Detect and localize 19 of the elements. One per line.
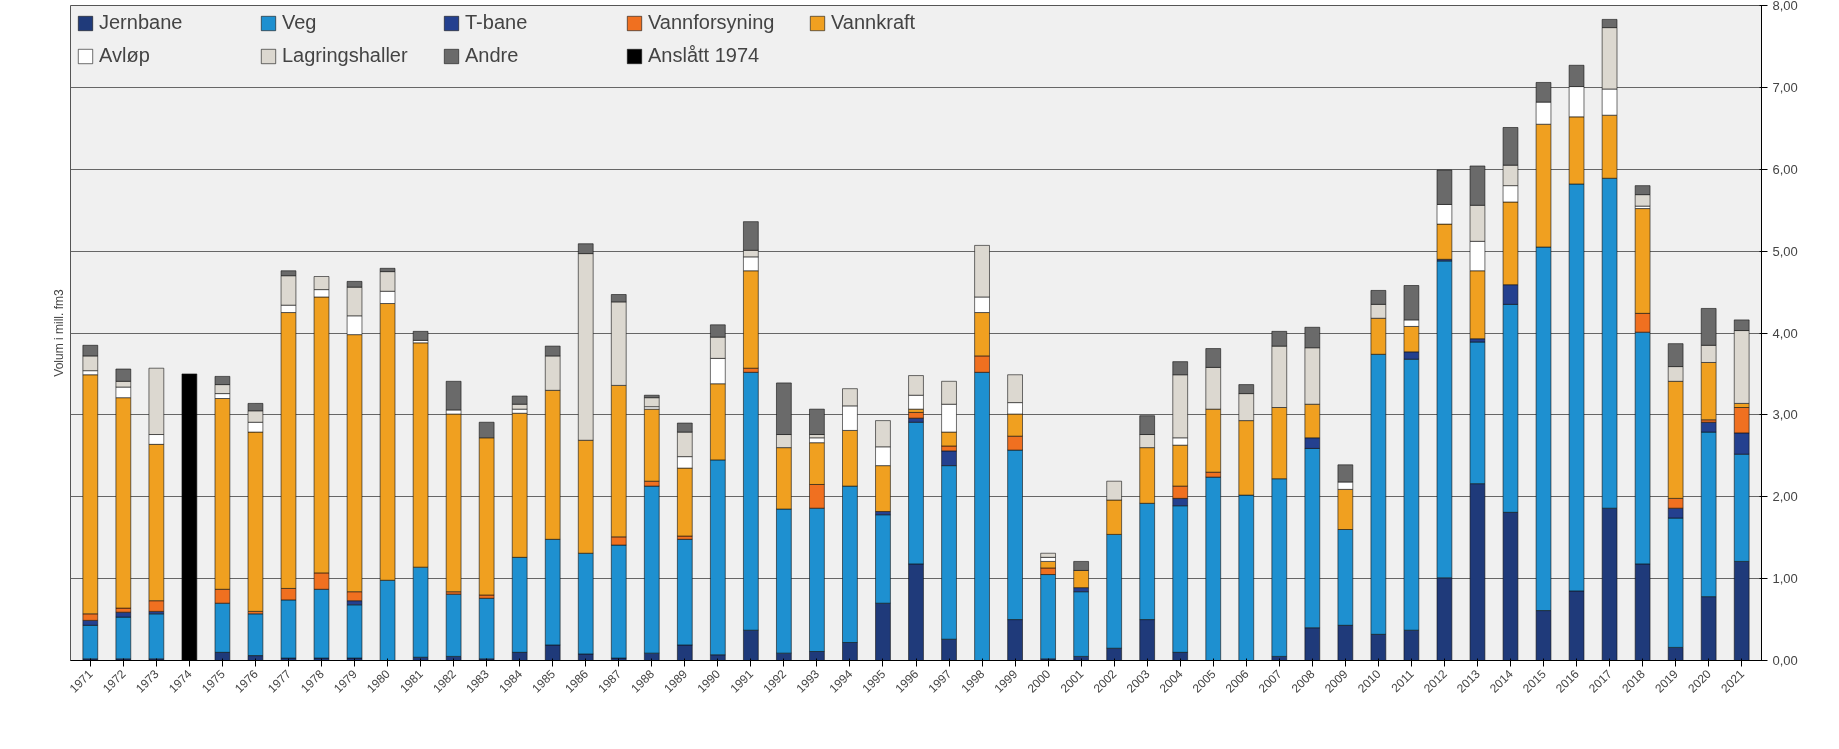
legend-label: Andre <box>465 44 520 67</box>
y-tick-label: 6,00 <box>1772 161 1798 177</box>
legend-label: T-bane <box>465 11 529 34</box>
legend-label: Jernbane <box>99 11 184 34</box>
y-tick-label: 5,00 <box>1772 243 1798 259</box>
legend-label: Lagringshaller <box>282 44 409 67</box>
y-tick-label: 4,00 <box>1772 325 1798 341</box>
legend-label: Vannkraft <box>831 11 917 34</box>
y-tick-label: 2,00 <box>1772 489 1798 505</box>
y-tick-label: 3,00 <box>1772 407 1798 423</box>
y-tick-label: 0,00 <box>1772 653 1798 668</box>
y-tick-label: 8,00 <box>1772 0 1798 13</box>
y-tick-label: 1,00 <box>1772 571 1798 587</box>
legend-label: Avløp <box>99 44 151 67</box>
y-axis-title: Volum i mill. fm3 <box>51 289 66 377</box>
legend-label: Vannforsyning <box>648 11 776 34</box>
legend-label: Anslått 1974 <box>648 44 761 67</box>
legend-label: Veg <box>282 11 318 34</box>
y-tick-label: 7,00 <box>1772 79 1798 95</box>
